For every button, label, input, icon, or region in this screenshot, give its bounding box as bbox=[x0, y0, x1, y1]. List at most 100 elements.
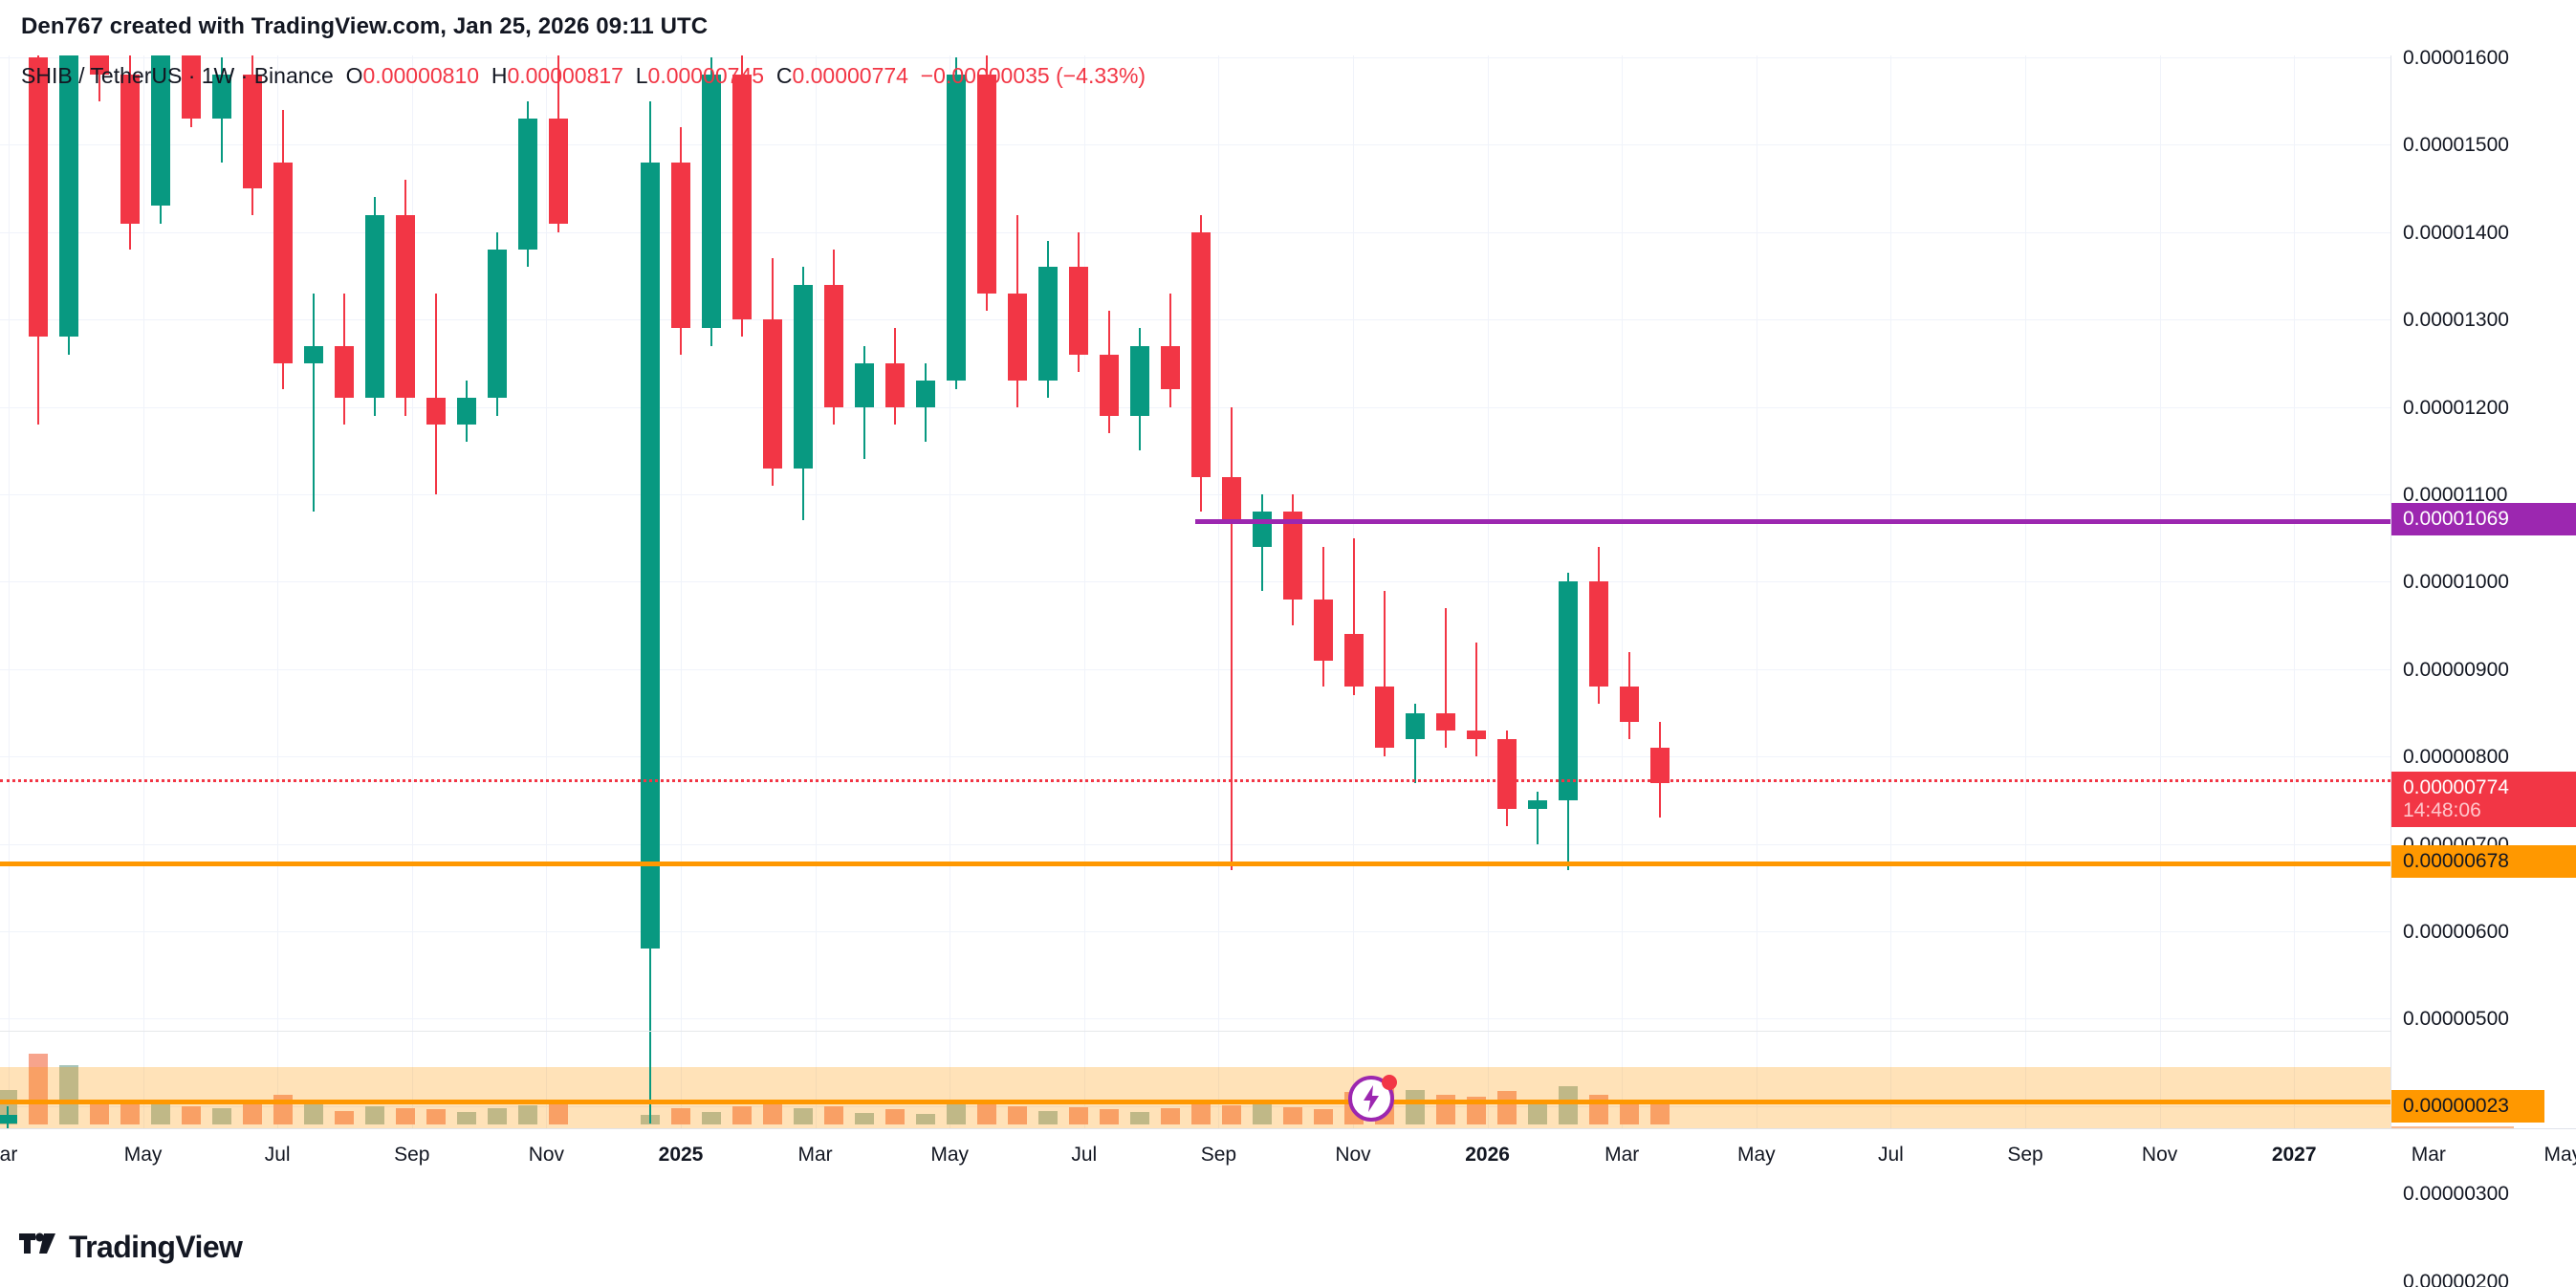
gridline-horizontal bbox=[0, 931, 2390, 932]
candlestick bbox=[212, 55, 231, 1128]
volume-bar bbox=[518, 1104, 537, 1124]
candlestick bbox=[1008, 55, 1027, 1128]
price-axis-label: 0.00001500 bbox=[2403, 134, 2509, 157]
volume-bar bbox=[947, 1103, 966, 1124]
pane-separator bbox=[0, 1031, 2390, 1032]
candlestick bbox=[977, 55, 996, 1128]
legend-symbol[interactable]: SHIB / TetherUS bbox=[21, 63, 183, 88]
support-price-badge[interactable]: 0.00000678 bbox=[2391, 844, 2576, 878]
candlestick bbox=[1406, 55, 1425, 1128]
legend-sep-2: · bbox=[234, 63, 254, 88]
time-axis-label: Nov bbox=[2141, 1144, 2178, 1166]
candlestick bbox=[304, 55, 323, 1128]
tradingview-logo[interactable]: TradingView bbox=[19, 1232, 243, 1262]
volume-bar bbox=[1620, 1100, 1639, 1124]
candlestick bbox=[1283, 55, 1302, 1128]
candlestick bbox=[702, 55, 721, 1128]
time-axis-label: May bbox=[1736, 1144, 1776, 1166]
gridline-horizontal bbox=[0, 1018, 2390, 1020]
volume-bar bbox=[212, 1108, 231, 1124]
time-axis-label: 2027 bbox=[2271, 1144, 2317, 1166]
time-axis-label: Mar bbox=[1605, 1144, 1640, 1166]
price-axis-label: 0.00000300 bbox=[2403, 1183, 2509, 1206]
candlestick bbox=[1130, 55, 1149, 1128]
legend-close-label: C bbox=[775, 63, 793, 88]
candlestick bbox=[1467, 55, 1486, 1128]
gridline-vertical bbox=[2294, 55, 2296, 1128]
time-axis-label: Sep bbox=[394, 1144, 430, 1166]
support-price-value: 0.00000678 bbox=[2403, 849, 2509, 872]
volume-bar bbox=[671, 1108, 690, 1124]
gridline-horizontal bbox=[0, 756, 2390, 758]
candlestick bbox=[885, 55, 905, 1128]
candlestick bbox=[396, 55, 415, 1128]
price-axis-label: 0.00000500 bbox=[2403, 1008, 2509, 1031]
gridline-horizontal bbox=[0, 843, 2390, 845]
support-line[interactable] bbox=[0, 861, 2390, 866]
candlestick bbox=[1344, 55, 1364, 1128]
volume-bar bbox=[1283, 1107, 1302, 1124]
gridline-vertical bbox=[1487, 55, 1489, 1128]
candlestick bbox=[518, 55, 537, 1128]
last-price-value: 0.00000774 bbox=[2403, 775, 2509, 798]
candlestick bbox=[1222, 55, 1241, 1128]
price-axis-label: 0.00001400 bbox=[2403, 221, 2509, 244]
volume-line-badge[interactable]: 0.00000023 bbox=[2391, 1090, 2544, 1123]
legend-interval[interactable]: 1W bbox=[201, 63, 235, 88]
volume-bar bbox=[457, 1111, 476, 1124]
last-price-badge[interactable]: 0.00000774 14:48:06 bbox=[2391, 771, 2576, 827]
chart-legend[interactable]: SHIB / TetherUS · 1W · Binance O0.000008… bbox=[21, 65, 1146, 87]
gridline-vertical bbox=[2159, 55, 2161, 1128]
resistance-price-value: 0.00001069 bbox=[2403, 508, 2509, 531]
chart-plot-area[interactable] bbox=[0, 55, 2390, 1128]
volume-threshold-line[interactable] bbox=[0, 1100, 2390, 1104]
gridline-horizontal bbox=[0, 581, 2390, 583]
time-axis-label: Nov bbox=[528, 1144, 565, 1166]
gridline-horizontal bbox=[0, 57, 2390, 58]
time-axis-label: Nov bbox=[1335, 1144, 1371, 1166]
candlestick bbox=[1100, 55, 1119, 1128]
time-axis-label: May bbox=[123, 1144, 163, 1166]
volume-bar bbox=[1008, 1105, 1027, 1124]
page-title: Den767 created with TradingView.com, Jan… bbox=[21, 13, 709, 39]
resistance-price-badge[interactable]: 0.00001069 bbox=[2391, 503, 2576, 536]
time-axis-label: May bbox=[930, 1144, 970, 1166]
legend-open-label: O bbox=[345, 63, 363, 88]
price-axis-label: 0.00001200 bbox=[2403, 396, 2509, 419]
time-axis-label: 2025 bbox=[658, 1144, 704, 1166]
volume-bar bbox=[243, 1102, 262, 1124]
price-axis[interactable]: 0.00001600 0.00001500 0.00001400 0.00001300… bbox=[2390, 48, 2576, 1287]
time-axis[interactable]: ar May Jul Sep Nov 2025 Mar May Jul Sep Nov 2026 Mar… bbox=[0, 1128, 2576, 1182]
volume-bar bbox=[1100, 1109, 1119, 1124]
volume-bar bbox=[732, 1105, 752, 1124]
time-axis-label: Mar bbox=[2411, 1144, 2446, 1166]
candlestick bbox=[243, 55, 262, 1128]
volume-bar bbox=[29, 1053, 48, 1124]
gridline-vertical bbox=[9, 55, 10, 1128]
resistance-line[interactable] bbox=[1195, 519, 2390, 525]
gridline-vertical bbox=[1890, 55, 1892, 1128]
price-axis-label: 0.00000200 bbox=[2403, 1270, 2509, 1287]
candlestick bbox=[763, 55, 782, 1128]
time-axis-label: ar bbox=[0, 1144, 18, 1166]
gridline-vertical bbox=[142, 55, 144, 1128]
candlestick bbox=[151, 55, 170, 1128]
volume-line-value: 0.00000023 bbox=[2403, 1095, 2509, 1117]
volume-bar bbox=[90, 1102, 109, 1124]
candlestick bbox=[1559, 55, 1578, 1128]
price-axis-label: 0.00000800 bbox=[2403, 746, 2509, 769]
alert-lightning-icon[interactable] bbox=[1346, 1069, 1402, 1128]
candlestick bbox=[916, 55, 935, 1128]
candlestick bbox=[1497, 55, 1517, 1128]
candlestick bbox=[1528, 55, 1547, 1128]
volume-bar bbox=[488, 1108, 507, 1124]
gridline-vertical bbox=[1083, 55, 1085, 1128]
volume-bar bbox=[763, 1103, 782, 1124]
legend-exchange[interactable]: Binance bbox=[253, 63, 334, 88]
volume-bar bbox=[182, 1105, 201, 1124]
candlestick bbox=[120, 55, 140, 1128]
volume-bar bbox=[1161, 1108, 1180, 1124]
candlestick bbox=[641, 55, 660, 1128]
volume-bar bbox=[824, 1105, 843, 1124]
time-axis-label: Jul bbox=[1071, 1144, 1098, 1166]
